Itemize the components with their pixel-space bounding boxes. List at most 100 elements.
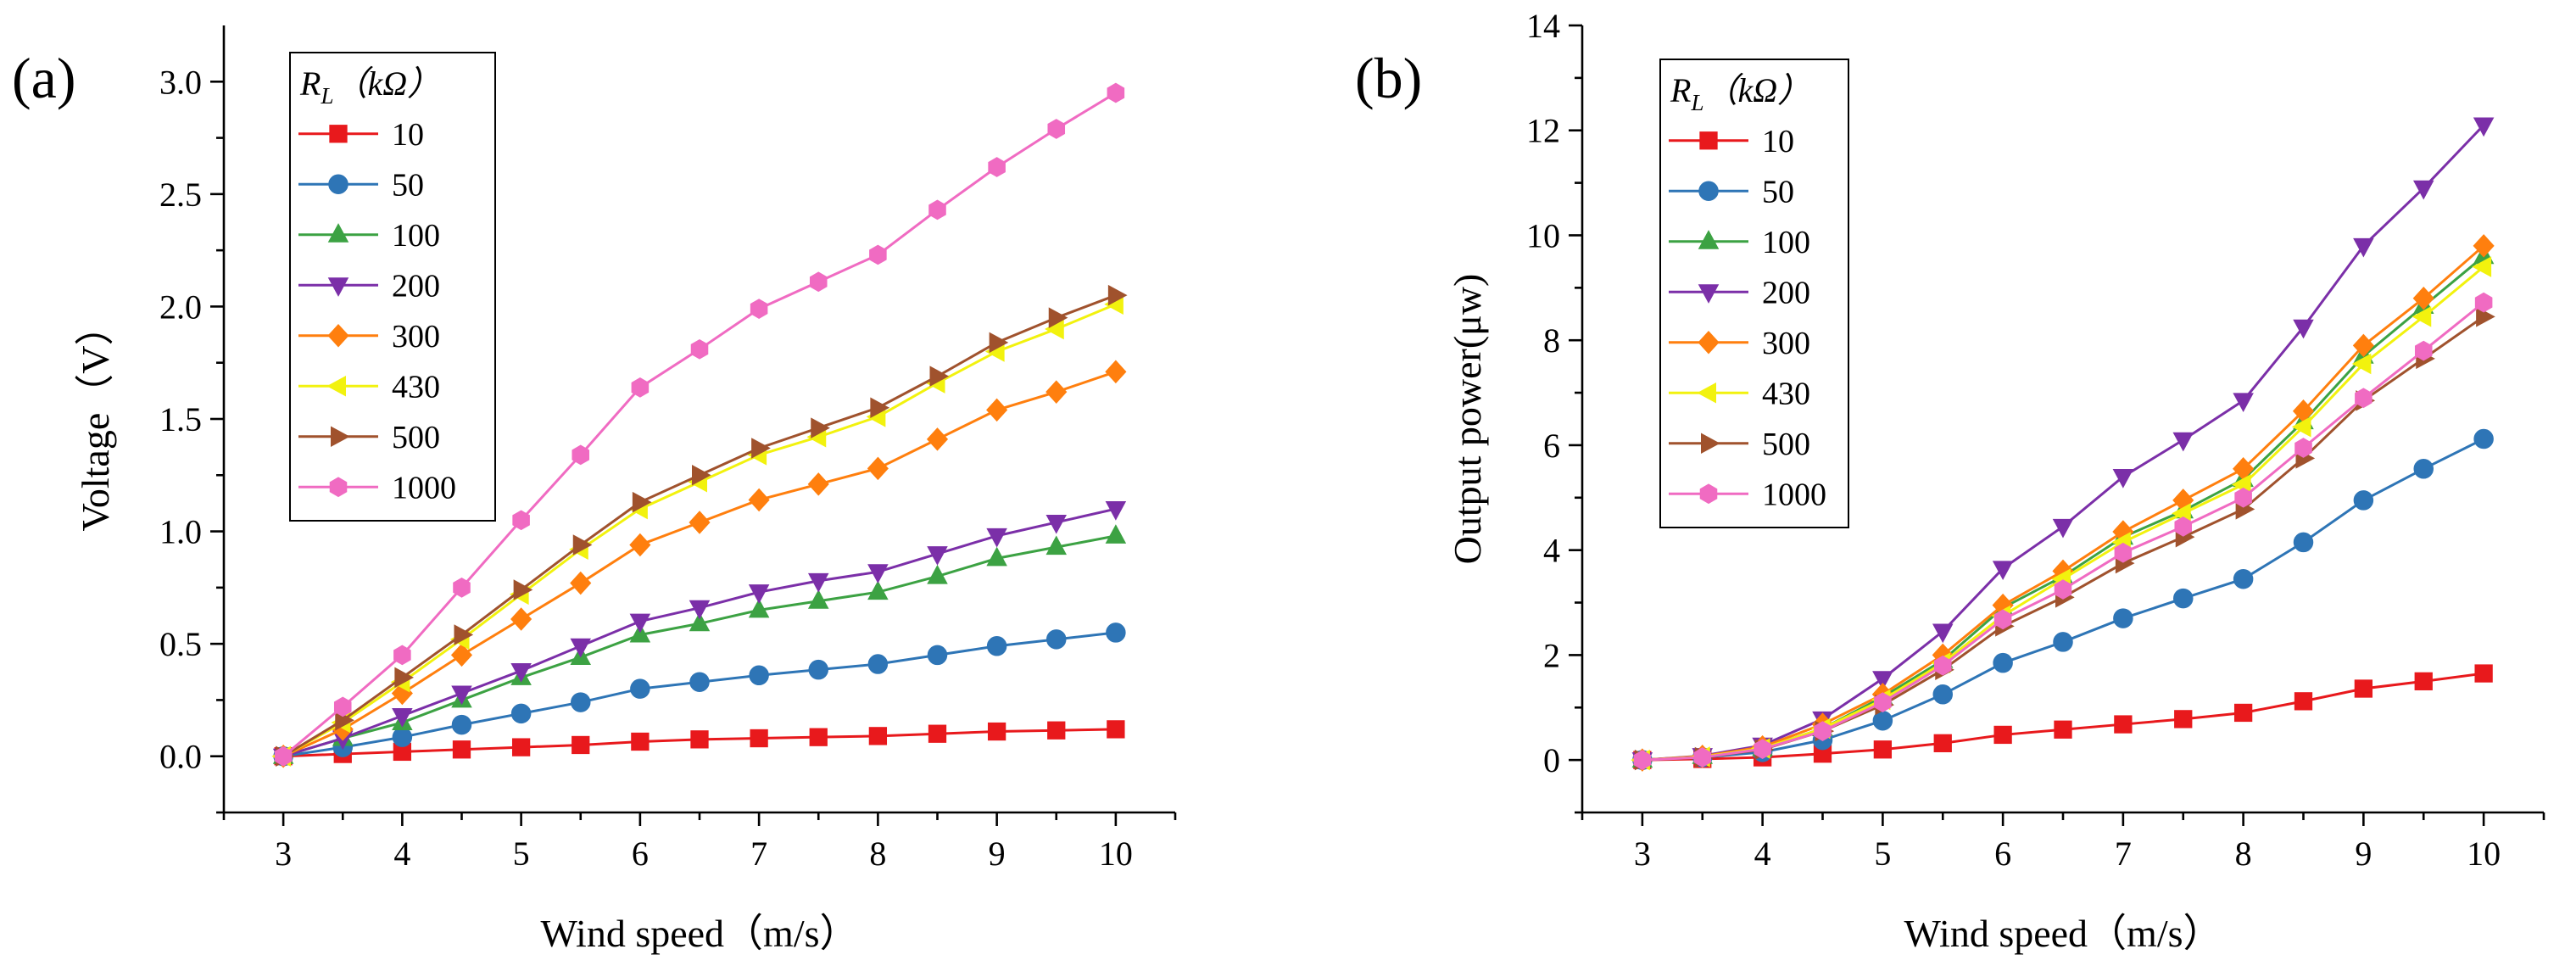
data-point	[2474, 292, 2493, 313]
legend-item-1000: 1000	[298, 470, 456, 505]
data-point	[867, 564, 889, 583]
data-point	[451, 714, 472, 735]
data-point	[632, 491, 652, 513]
legend-marker	[1697, 382, 1716, 404]
data-point	[809, 728, 828, 746]
data-point	[986, 528, 1007, 548]
data-point	[392, 707, 413, 728]
data-point	[572, 735, 590, 755]
data-point	[631, 377, 650, 398]
x-tick-label: 10	[1099, 835, 1133, 873]
legend-marker	[1698, 230, 1720, 249]
legend-label: 430	[1762, 376, 1810, 411]
data-point	[807, 589, 829, 609]
data-point	[572, 534, 593, 555]
legend-label: 200	[392, 268, 440, 304]
data-point	[2234, 487, 2252, 508]
data-point	[2412, 286, 2434, 310]
y-tick-label: 1.0	[159, 513, 202, 551]
legend-title-unit: （kΩ）	[1703, 71, 1811, 109]
x-tick-label: 3	[275, 835, 292, 873]
legend-marker	[329, 477, 348, 498]
data-point	[749, 665, 769, 686]
data-point	[2112, 469, 2134, 488]
y-tick-label: 3.0	[159, 63, 202, 101]
legend-title: RL（kΩ）	[1670, 71, 1811, 115]
data-point	[689, 511, 711, 534]
data-point	[1047, 721, 1066, 740]
y-tick-label: 8	[1543, 321, 1560, 360]
legend-title-var: R	[299, 64, 321, 103]
data-point	[2293, 319, 2314, 339]
x-tick-label: 3	[1634, 835, 1651, 873]
data-point	[751, 438, 771, 459]
x-tick-label: 9	[2355, 835, 2372, 873]
x-axis-title: Wind speed（m/s）	[1904, 912, 2222, 955]
legend-label: 300	[392, 319, 440, 355]
data-point	[1693, 747, 1712, 768]
data-point	[750, 729, 768, 748]
data-point	[454, 624, 474, 645]
legend-title-unit: （kΩ）	[333, 64, 441, 103]
data-point	[2233, 568, 2254, 589]
data-point	[392, 727, 413, 747]
data-point	[1048, 307, 1068, 328]
data-point	[2052, 518, 2074, 539]
data-point	[451, 685, 472, 706]
data-point	[2053, 632, 2073, 652]
data-point	[689, 611, 711, 632]
y-tick-label: 12	[1526, 112, 1560, 150]
data-point	[1992, 561, 2014, 580]
data-point	[512, 510, 530, 531]
data-point	[1106, 622, 1126, 643]
x-axis-title: Wind speed（m/s）	[540, 912, 858, 955]
legend-label: 1000	[1762, 477, 1826, 512]
data-point	[1045, 380, 1068, 404]
data-point	[333, 696, 352, 717]
data-point	[1993, 725, 2012, 745]
data-point	[927, 546, 948, 566]
data-point	[1993, 609, 2012, 630]
legend-marker	[328, 174, 348, 194]
legend-marker	[327, 323, 349, 348]
data-point	[2353, 490, 2374, 511]
x-tick-label: 6	[632, 835, 649, 873]
data-point	[1633, 750, 1652, 770]
data-point	[926, 427, 949, 451]
data-point	[1993, 652, 2013, 673]
y-tick-label: 1.5	[159, 400, 202, 438]
data-point	[2172, 432, 2194, 452]
data-point	[748, 584, 770, 604]
data-point	[2173, 588, 2194, 609]
x-tick-label: 8	[869, 835, 886, 873]
data-point	[2412, 180, 2434, 200]
data-point	[986, 636, 1007, 656]
legend-label: 50	[1762, 174, 1794, 209]
data-point	[2352, 333, 2374, 358]
data-point	[1814, 721, 1832, 741]
data-point	[570, 638, 592, 658]
data-point	[629, 622, 651, 643]
y-tick-label: 4	[1543, 532, 1560, 570]
data-point	[571, 692, 591, 712]
legend-item-500: 500	[1669, 427, 1810, 462]
x-tick-label: 8	[2235, 835, 2252, 873]
series-1000	[274, 82, 1125, 767]
legend-marker	[1698, 330, 1720, 355]
data-point	[510, 607, 532, 631]
data-point	[2413, 459, 2434, 479]
x-tick-label: 9	[989, 835, 1006, 873]
data-point	[689, 600, 711, 620]
data-point	[807, 572, 829, 593]
legend-marker	[1698, 284, 1720, 304]
legend-item-100: 100	[298, 218, 440, 254]
legend-label: 50	[392, 167, 424, 203]
x-tick-label: 6	[1994, 835, 2011, 873]
data-point	[2114, 542, 2133, 563]
data-point	[450, 643, 473, 667]
data-point	[452, 740, 471, 759]
y-tick-label: 2	[1543, 636, 1560, 674]
y-axis-title: Voltage（V）	[74, 307, 117, 532]
legend-item-10: 10	[298, 117, 424, 153]
